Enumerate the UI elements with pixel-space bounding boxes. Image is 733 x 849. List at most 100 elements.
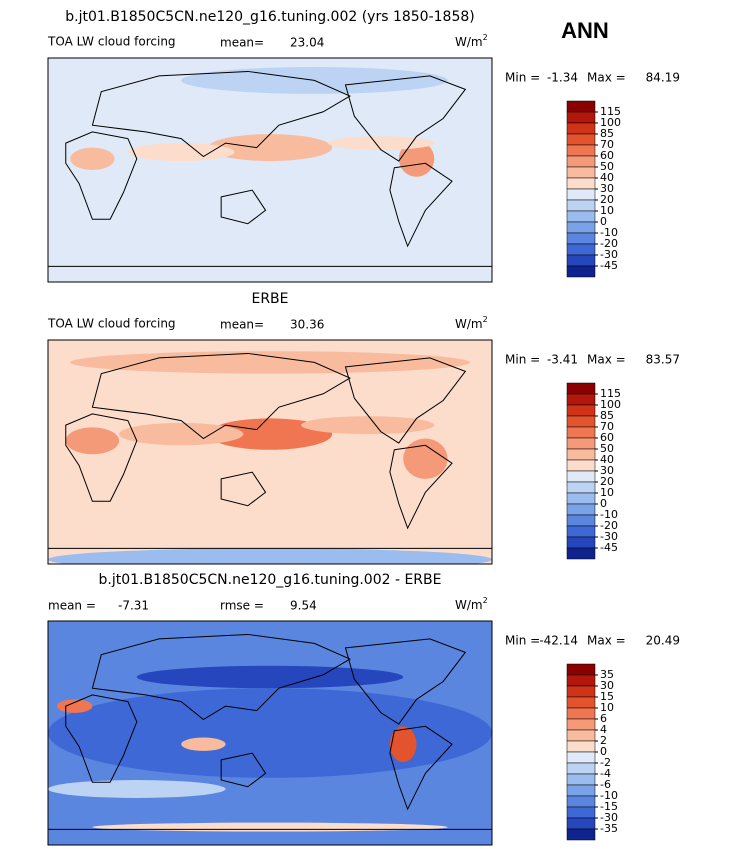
- contour-blob: [65, 427, 120, 455]
- colorbar-box: [566, 470, 596, 483]
- colorbar-label: 50: [600, 160, 614, 173]
- map-frame: [47, 620, 493, 846]
- stat-label: mean=: [220, 318, 264, 332]
- coastline: [65, 694, 138, 783]
- colorbar-label: -2: [600, 756, 611, 769]
- max-label: Max =: [587, 353, 626, 367]
- colorbar-label: -30: [600, 811, 618, 824]
- units-sup: 2: [483, 33, 488, 42]
- colorbar-label: 100: [600, 398, 621, 411]
- colorbar-box: [566, 514, 596, 527]
- colorbar-box: [566, 111, 596, 124]
- contour-blob: [92, 822, 448, 832]
- coastline: [344, 75, 467, 162]
- colorbar-label: 4: [600, 723, 607, 736]
- colorbar-box: [566, 437, 596, 450]
- colorbar-label: 100: [600, 116, 621, 129]
- units: W/m2: [455, 315, 488, 331]
- map-frame: [47, 339, 493, 565]
- colorbar-box: [566, 404, 596, 417]
- colorbar-label: 40: [600, 171, 614, 184]
- colorbar-box: [566, 254, 596, 267]
- colorbar-box: [566, 243, 596, 256]
- colorbar-box: [566, 155, 596, 168]
- min-value: -42.14: [539, 634, 578, 648]
- min-label: Min =: [505, 71, 540, 85]
- colorbar-label: 20: [600, 475, 614, 488]
- colorbar-label: 60: [600, 431, 614, 444]
- contour-blob: [119, 422, 244, 446]
- coastline: [65, 413, 138, 502]
- units-sup: 2: [483, 315, 488, 324]
- colorbar-label: -15: [600, 800, 618, 813]
- coastline: [389, 444, 453, 530]
- stat-label: mean=: [220, 36, 264, 50]
- field-label: TOA LW cloud forcing: [47, 35, 176, 49]
- coastline: [91, 633, 352, 721]
- colorbar-label: -10: [600, 508, 618, 521]
- colorbar-box: [566, 806, 596, 819]
- colorbar-box: [566, 685, 596, 698]
- colorbar-box: [566, 133, 596, 146]
- colorbar-label: -20: [600, 237, 618, 250]
- colorbar-label: -20: [600, 519, 618, 532]
- colorbar-box: [566, 415, 596, 428]
- contour-blob: [181, 737, 226, 751]
- contour-blob: [48, 688, 492, 778]
- stat-value: 30.36: [290, 318, 324, 332]
- contour-blob: [403, 438, 448, 479]
- colorbar-box: [566, 696, 596, 709]
- colorbar-label: 0: [600, 215, 607, 228]
- colorbar-box: [566, 393, 596, 406]
- colorbar-label: 40: [600, 453, 614, 466]
- colorbar-label: 115: [600, 105, 621, 118]
- colorbar-label: 50: [600, 442, 614, 455]
- colorbar-box: [566, 426, 596, 439]
- units-sup: 2: [483, 596, 488, 605]
- contour-blob: [207, 134, 333, 162]
- colorbar-box: [566, 503, 596, 516]
- colorbar-box: [566, 547, 596, 560]
- contour-blob: [327, 136, 435, 150]
- colorbar-box: [566, 773, 596, 786]
- colorbar-label: 10: [600, 486, 614, 499]
- colorbar-box: [566, 232, 596, 245]
- coastline: [389, 162, 453, 248]
- contour-blob: [136, 665, 404, 689]
- colorbar-label: 85: [600, 127, 614, 140]
- field-label: TOA LW cloud forcing: [47, 317, 176, 331]
- colorbar-box: [566, 448, 596, 461]
- panel-title: ERBE: [251, 291, 288, 307]
- colorbar-box: [566, 122, 596, 135]
- colorbar-label: 30: [600, 679, 614, 692]
- colorbar-box: [566, 784, 596, 797]
- coastline: [220, 752, 267, 788]
- max-label: Max =: [587, 71, 626, 85]
- contour-blob: [70, 147, 115, 170]
- map: [48, 58, 492, 282]
- colorbar-box: [566, 144, 596, 157]
- max-label: Max =: [587, 634, 626, 648]
- colorbar-label: 85: [600, 409, 614, 422]
- colorbar-box: [566, 751, 596, 764]
- contour-blob: [56, 699, 93, 713]
- colorbar-label: 35: [600, 668, 614, 681]
- min-label: Min =: [505, 634, 540, 648]
- colorbar-label: -30: [600, 248, 618, 261]
- max-value: 83.57: [646, 353, 680, 367]
- colorbar-label: 0: [600, 745, 607, 758]
- colorbar-box: [566, 459, 596, 472]
- colorbar-label: -30: [600, 530, 618, 543]
- colorbar-box: [566, 828, 596, 841]
- colorbar-box: [566, 707, 596, 720]
- contour-blob: [301, 416, 435, 435]
- colorbar-label: 10: [600, 701, 614, 714]
- colorbar-box: [566, 265, 596, 278]
- units-base: W/m: [455, 317, 483, 331]
- contour-blob: [48, 239, 492, 258]
- panel-title: b.jt01.B1850C5CN.ne120_g16.tuning.002 (y…: [65, 9, 474, 25]
- colorbar-label: 60: [600, 149, 614, 162]
- colorbar-box: [566, 795, 596, 808]
- colorbar-box: [566, 199, 596, 212]
- contour-blob: [127, 143, 235, 162]
